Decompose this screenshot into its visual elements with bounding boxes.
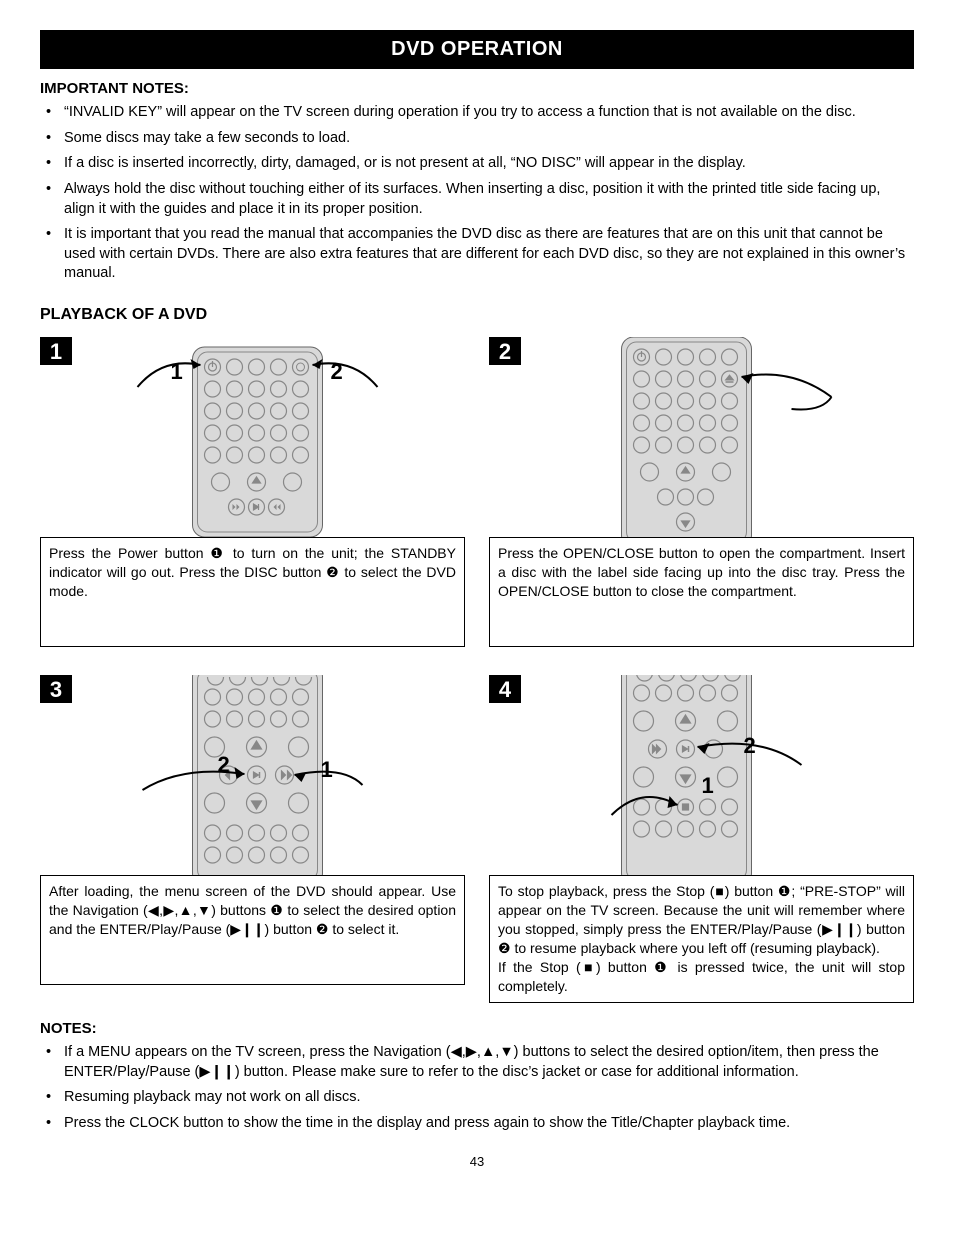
bottom-notes-list: If a MENU appears on the TV screen, pres…	[40, 1043, 914, 1133]
svg-text:2: 2	[218, 752, 230, 777]
remote-diagram-3: 1 2	[40, 675, 465, 875]
list-item: Some discs may take a few seconds to loa…	[64, 129, 914, 149]
list-item: “INVALID KEY” will appear on the TV scre…	[64, 103, 914, 123]
svg-text:1: 1	[702, 773, 714, 798]
list-item: If a MENU appears on the TV screen, pres…	[64, 1043, 914, 1082]
step-3-caption: After loading, the menu screen of the DV…	[40, 875, 465, 985]
svg-text:1: 1	[171, 359, 183, 384]
list-item: Always hold the disc without touching ei…	[64, 180, 914, 219]
step-2: 2	[489, 337, 914, 647]
remote-diagram-1: 1 2	[40, 337, 465, 537]
remote-diagram-2	[489, 337, 914, 537]
step-grid: 1	[40, 337, 914, 1002]
step-1: 1	[40, 337, 465, 647]
page-title-bar: DVD OPERATION	[40, 30, 914, 69]
svg-text:1: 1	[321, 757, 333, 782]
svg-text:2: 2	[331, 359, 343, 384]
step-2-figure: 2	[489, 337, 914, 537]
page-number: 43	[40, 1153, 914, 1171]
step-number-badge: 4	[489, 675, 521, 703]
step-3: 3	[40, 675, 465, 1002]
list-item: Resuming playback may not work on all di…	[64, 1088, 914, 1108]
svg-text:2: 2	[744, 733, 756, 758]
step-number-badge: 3	[40, 675, 72, 703]
remote-diagram-4: 2 1	[489, 675, 914, 875]
list-item: If a disc is inserted incorrectly, dirty…	[64, 154, 914, 174]
step-4: 4	[489, 675, 914, 1002]
important-notes-list: “INVALID KEY” will appear on the TV scre…	[40, 103, 914, 284]
step-1-caption: Press the Power button ❶ to turn on the …	[40, 537, 465, 647]
step-2-caption: Press the OPEN/CLOSE button to open the …	[489, 537, 914, 647]
important-notes-heading: IMPORTANT NOTES:	[40, 79, 914, 99]
list-item: Press the CLOCK button to show the time …	[64, 1114, 914, 1134]
list-item: It is important that you read the manual…	[64, 225, 914, 284]
notes-heading: NOTES:	[40, 1019, 914, 1039]
step-3-figure: 3	[40, 675, 465, 875]
step-1-figure: 1	[40, 337, 465, 537]
step-number-badge: 1	[40, 337, 72, 365]
playback-heading: PLAYBACK OF A DVD	[40, 304, 914, 326]
step-4-caption: To stop playback, press the Stop (■) but…	[489, 875, 914, 1002]
step-4-figure: 4	[489, 675, 914, 875]
step-number-badge: 2	[489, 337, 521, 365]
